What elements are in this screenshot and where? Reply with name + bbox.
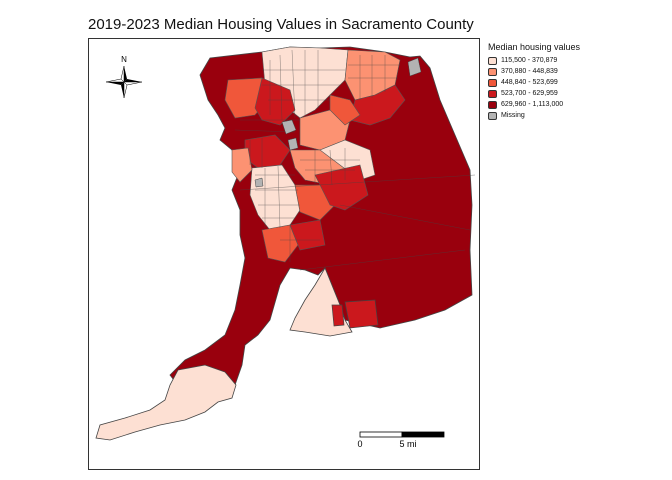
missing-tract-2 (407, 57, 422, 77)
legend-item-class-2: 370,880 - 448,839 (488, 66, 580, 77)
region-carmichael (329, 94, 361, 126)
legend-item-class-4: 523,700 - 629,959 (488, 88, 580, 99)
legend-label: 370,880 - 448,839 (501, 68, 558, 75)
region-south-delta (95, 364, 237, 441)
missing-tract-4 (254, 177, 264, 188)
region-galt-small (331, 304, 345, 327)
legend: Median housing values 115,500 - 370,879 … (488, 42, 580, 121)
legend-swatch (488, 67, 497, 76)
legend-swatch (488, 89, 497, 98)
legend-title: Median housing values (488, 42, 581, 52)
scale-bar-start-label: 0 (357, 439, 362, 449)
scale-bar-end-label: 5 mi (399, 439, 416, 449)
legend-swatch (488, 111, 497, 120)
legend-item-class-5: 629,960 - 1,113,000 (488, 99, 580, 110)
missing-tract-3 (287, 137, 299, 151)
legend-swatch (488, 100, 497, 109)
legend-item-class-3: 448,840 - 523,699 (488, 77, 580, 88)
region-northwest-2 (254, 77, 296, 126)
region-vineyard (314, 164, 369, 211)
map-title: 2019-2023 Median Housing Values in Sacra… (88, 16, 474, 33)
north-arrow: N (105, 55, 143, 99)
legend-item-missing: Missing (488, 110, 580, 121)
county-outline (169, 46, 473, 393)
region-north-red (349, 84, 406, 126)
north-arrow-label: N (121, 55, 127, 64)
tract-lines (234, 49, 476, 271)
legend-label: 115,500 - 370,879 (501, 57, 558, 64)
region-west-edge (231, 147, 253, 183)
map-frame (88, 38, 480, 470)
scale-bar: 0 5 mi (357, 431, 445, 449)
legend-item-class-1: 115,500 - 370,879 (488, 55, 580, 66)
legend-label: 448,840 - 523,699 (501, 79, 558, 86)
legend-swatch (488, 56, 497, 65)
legend-label: 523,700 - 629,959 (501, 90, 558, 97)
region-galt-east (344, 299, 379, 329)
missing-tract-1 (281, 119, 297, 135)
legend-swatch (488, 78, 497, 87)
legend-label: Missing (501, 112, 525, 119)
legend-label: 629,960 - 1,113,000 (501, 101, 564, 108)
region-elk-grove-north (261, 224, 299, 263)
region-elk-grove-south (289, 219, 326, 251)
